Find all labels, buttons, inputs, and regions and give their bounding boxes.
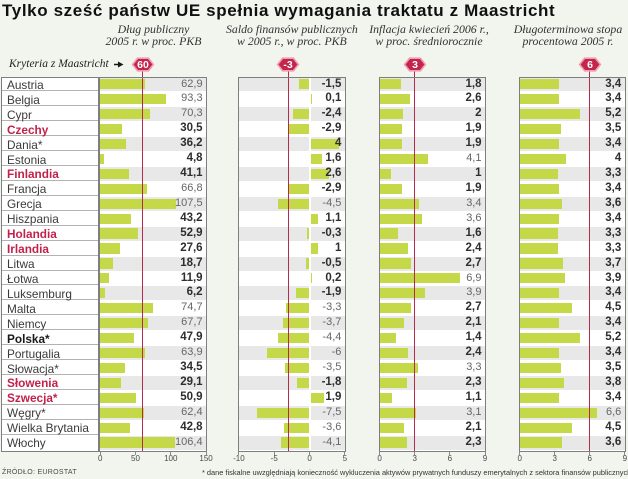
svg-text:60: 60 xyxy=(137,59,149,71)
svg-text:6: 6 xyxy=(587,59,593,71)
svg-text:-3: -3 xyxy=(284,59,293,71)
svg-text:3: 3 xyxy=(412,59,418,71)
